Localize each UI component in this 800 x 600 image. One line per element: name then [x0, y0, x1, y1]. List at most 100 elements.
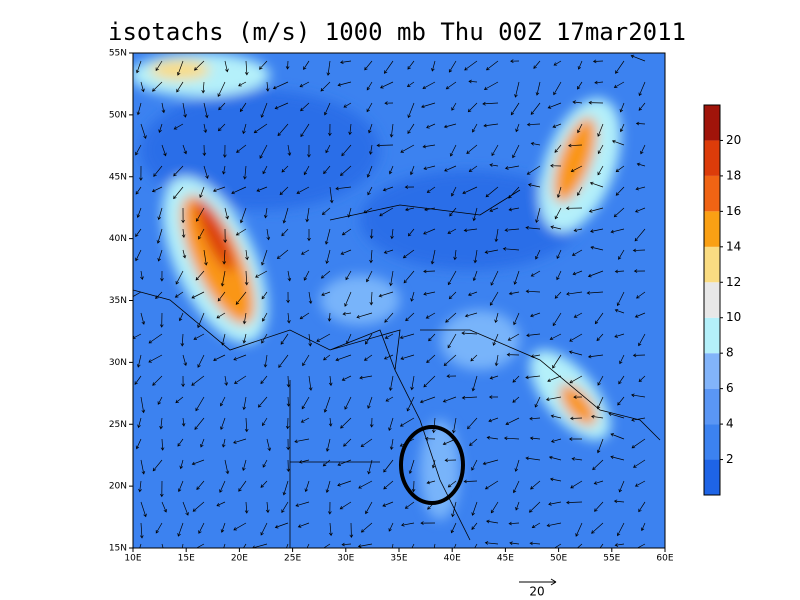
- wind-arrow: [463, 228, 478, 233]
- wind-arrow: [611, 139, 625, 146]
- wind-arrow: [274, 102, 289, 110]
- wind-arrow: [259, 144, 268, 159]
- wind-arrow: [181, 417, 186, 427]
- wind-arrow: [568, 143, 583, 148]
- wind-arrow: [527, 183, 541, 188]
- wind-arrow: [280, 333, 289, 345]
- wind-arrow: [140, 81, 145, 93]
- isotach-fields: [133, 53, 661, 548]
- wind-arrow: [411, 543, 415, 548]
- wind-arrow: [632, 248, 646, 253]
- colorbar-band: [704, 105, 720, 141]
- wind-arrow: [321, 291, 331, 296]
- wind-arrow: [464, 60, 478, 71]
- lon-label: 25E: [284, 554, 301, 564]
- colorbar-label: 10: [726, 310, 741, 324]
- wind-arrow: [286, 396, 291, 407]
- wind-arrow: [341, 228, 352, 236]
- wind-arrow: [301, 396, 310, 410]
- wind-arrow: [176, 81, 184, 93]
- wind-arrow: [633, 459, 646, 468]
- wind-arrow: [512, 375, 520, 383]
- wind-arrow: [613, 499, 625, 504]
- wind-arrow: [200, 438, 205, 448]
- wind-arrow: [422, 81, 436, 90]
- wind-arrow: [260, 480, 268, 488]
- wind-arrow: [134, 375, 142, 385]
- wind-arrow: [242, 312, 247, 325]
- wind-arrow: [300, 417, 310, 423]
- wind-arrow: [152, 459, 163, 472]
- wind-arrow: [447, 333, 457, 349]
- wind-arrow: [262, 312, 268, 322]
- wind-arrow: [223, 228, 228, 243]
- wind-arrow: [426, 354, 436, 364]
- wind-arrow: [140, 522, 144, 539]
- colorbar-band: [704, 388, 720, 425]
- wind-arrow: [586, 291, 604, 295]
- wind-arrow: [638, 333, 646, 347]
- wind-arrow: [239, 102, 247, 113]
- wind-arrow: [552, 312, 562, 327]
- wind-arrow: [218, 102, 226, 111]
- wind-arrow: [153, 165, 163, 177]
- wind-arrow: [220, 417, 226, 431]
- lon-label: 35E: [390, 554, 407, 564]
- lat-label: 30N: [109, 358, 127, 368]
- wind-arrow: [274, 522, 289, 529]
- wind-arrow: [589, 181, 604, 188]
- wind-arrow: [136, 102, 142, 116]
- wind-arrow: [554, 144, 562, 153]
- wind-arrow: [556, 249, 562, 260]
- wind-arrow: [203, 123, 208, 134]
- wind-arrow: [379, 207, 394, 217]
- wind-arrow: [587, 354, 604, 359]
- wind-arrow: [406, 81, 415, 87]
- wind-arrow: [243, 165, 247, 180]
- wind-arrow: [577, 123, 583, 134]
- wind-arrow: [433, 543, 436, 548]
- wind-arrow: [139, 543, 142, 548]
- wind-arrow: [244, 417, 249, 433]
- wind-arrow: [320, 270, 331, 279]
- wind-arrow: [217, 291, 226, 302]
- wind-arrow: [453, 249, 457, 261]
- wind-arrow: [591, 522, 604, 534]
- lat-label: 55N: [109, 49, 127, 59]
- wind-arrow: [235, 228, 247, 236]
- wind-arrow: [344, 291, 352, 307]
- wind-arrow: [568, 437, 582, 441]
- wind-arrow: [614, 308, 625, 314]
- wind-arrow: [282, 480, 289, 496]
- wind-arrow: [399, 333, 415, 340]
- colorbar-band: [704, 459, 720, 495]
- wind-arrow: [177, 522, 184, 537]
- wind-arrow: [508, 207, 520, 212]
- wind-arrow: [549, 333, 562, 341]
- colorbar-band: [704, 246, 720, 283]
- wind-arrow: [485, 60, 499, 71]
- wind-arrow: [238, 81, 247, 87]
- wind-arrow: [159, 312, 164, 328]
- wind-arrow: [636, 162, 646, 167]
- wind-arrow: [614, 543, 625, 547]
- wind-arrow: [222, 144, 227, 158]
- wind-arrow: [156, 228, 163, 244]
- wind-arrow: [203, 165, 209, 179]
- wind-arrow: [573, 228, 583, 233]
- wind-arrow: [464, 312, 478, 318]
- wind-arrow: [445, 81, 457, 90]
- wind-arrow: [342, 312, 352, 316]
- wind-arrow: [244, 60, 249, 76]
- wind-arrow: [492, 333, 499, 346]
- wind-arrow: [198, 522, 205, 534]
- wind-arrow: [453, 543, 457, 548]
- wind-arrow: [385, 396, 394, 402]
- wind-arrow: [213, 354, 226, 362]
- wind-arrow: [329, 522, 333, 537]
- wind-arrow: [588, 100, 604, 105]
- wind-arrow: [259, 60, 268, 70]
- wind-arrow: [401, 522, 415, 527]
- wind-arrow: [423, 291, 436, 296]
- wind-arrow: [300, 249, 310, 255]
